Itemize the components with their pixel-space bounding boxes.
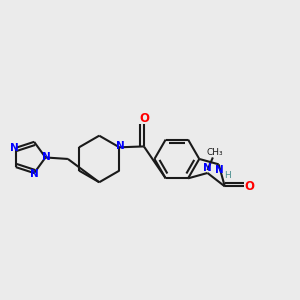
Text: N: N [116, 141, 125, 152]
Text: N: N [215, 165, 224, 175]
Text: H: H [224, 171, 231, 180]
Text: N: N [42, 152, 51, 163]
Text: N: N [30, 169, 39, 179]
Text: N: N [10, 143, 18, 153]
Text: O: O [139, 112, 149, 125]
Text: CH₃: CH₃ [206, 148, 223, 158]
Text: N: N [203, 163, 212, 173]
Text: O: O [244, 180, 255, 193]
